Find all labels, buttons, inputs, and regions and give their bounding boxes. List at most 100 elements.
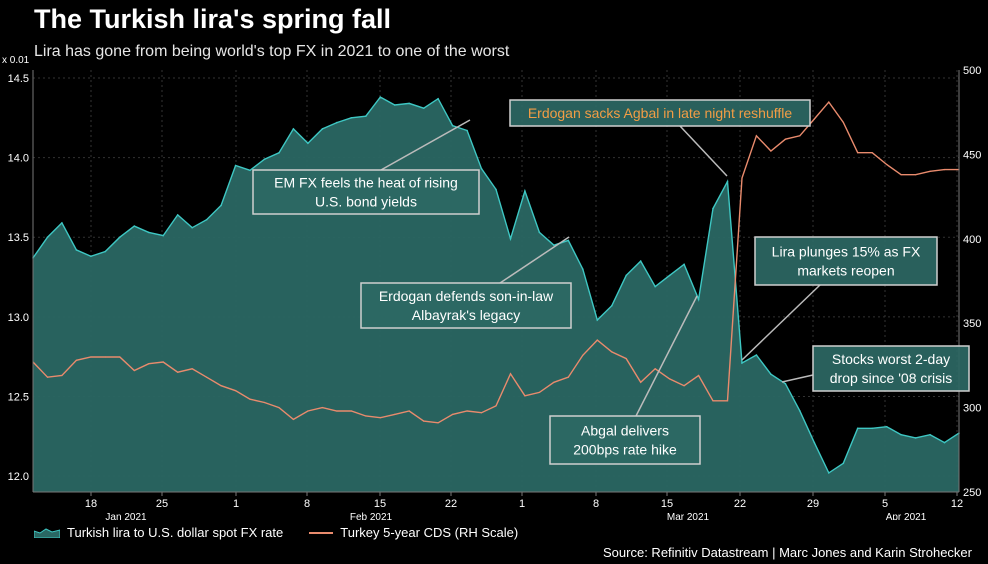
- lira-point: [813, 441, 816, 444]
- lira-point: [828, 472, 830, 474]
- lira-point: [856, 427, 859, 430]
- annotation-box: [252, 169, 480, 215]
- cds-point: [177, 371, 179, 373]
- legend-item-lira: Turkish lira to U.S. dollar spot FX rate: [34, 525, 283, 540]
- left-tick-label: 14.5: [8, 73, 29, 85]
- right-tick-label: 450: [963, 149, 981, 161]
- cds-point: [191, 368, 193, 370]
- cds-point: [350, 410, 352, 412]
- lira-point: [336, 121, 338, 124]
- cds-point: [336, 410, 338, 412]
- cds-point: [379, 417, 381, 419]
- lira-point: [365, 115, 367, 117]
- cds-point: [857, 152, 859, 154]
- lira-point: [278, 152, 280, 154]
- right-tick-label: 400: [963, 234, 981, 246]
- lira-point: [712, 207, 714, 210]
- right-tick-label: 350: [963, 318, 981, 330]
- cds-point: [480, 412, 483, 414]
- cds-point: [524, 395, 526, 397]
- annotation-text: markets reopen: [797, 263, 894, 279]
- legend-label-lira: Turkish lira to U.S. dollar spot FX rate: [67, 525, 284, 540]
- lira-point: [871, 427, 873, 430]
- cds-point: [104, 356, 106, 358]
- x-tick-label: 22: [734, 498, 746, 510]
- right-tick-label: 300: [963, 403, 981, 415]
- lira-point: [784, 382, 787, 385]
- annotation-text: Albayrak's legacy: [412, 307, 521, 323]
- cds-point: [46, 376, 49, 378]
- lira-point: [842, 462, 845, 465]
- cds-point: [567, 376, 569, 378]
- lira-point: [741, 362, 743, 364]
- lira-point: [437, 97, 439, 100]
- cds-point: [698, 374, 700, 377]
- cds-point: [119, 356, 121, 358]
- lira-point: [466, 129, 468, 132]
- cds-point: [437, 422, 439, 424]
- lira-point: [929, 433, 931, 436]
- legend-item-cds: Turkey 5-year CDS (RH Scale): [309, 525, 518, 540]
- annotation-text: Erdogan defends son-in-law: [379, 288, 554, 304]
- cds-point: [423, 420, 425, 422]
- lira-point: [234, 164, 237, 167]
- x-tick-label: 8: [593, 498, 599, 510]
- cds-point: [741, 177, 743, 179]
- cds-point: [669, 378, 671, 380]
- lira-point: [205, 218, 208, 221]
- chart-subtitle: Lira has gone from being world's top FX …: [34, 43, 510, 60]
- lira-point: [133, 225, 136, 227]
- lira-point: [263, 158, 266, 160]
- cds-point: [365, 415, 367, 417]
- x-tick-label: 8: [304, 498, 310, 510]
- lira-point: [683, 263, 685, 266]
- cds-point: [263, 401, 266, 404]
- cds-point: [307, 410, 309, 412]
- lira-point: [639, 260, 642, 262]
- lira-point: [148, 231, 150, 234]
- annotation-leader-line: [380, 119, 471, 171]
- cds-point: [755, 135, 758, 137]
- annotation-text: drop since '08 crisis: [830, 370, 953, 386]
- lira-point: [726, 180, 729, 183]
- cds-point: [712, 400, 714, 402]
- cds-point: [509, 373, 512, 375]
- annotation-text: EM FX feels the heat of rising: [274, 175, 458, 191]
- cds-point: [943, 169, 946, 171]
- cds-point: [929, 170, 931, 172]
- annotation-box: [509, 99, 811, 127]
- lira-point: [90, 255, 92, 258]
- cds-point: [235, 390, 237, 392]
- cds-point: [726, 400, 729, 402]
- lira-point: [191, 226, 193, 229]
- cds-point: [148, 363, 150, 365]
- annotation-leader-line: [635, 295, 698, 417]
- lira-point: [249, 169, 251, 172]
- cds-point: [90, 356, 92, 358]
- cds-point: [394, 413, 396, 415]
- cds-point: [278, 407, 280, 409]
- x-tick-label: 5: [882, 498, 888, 510]
- cds-point: [813, 118, 815, 120]
- x-tick-label: 15: [661, 498, 673, 510]
- cds-point: [799, 135, 801, 137]
- lira-point: [46, 236, 49, 238]
- cds-point: [408, 410, 410, 412]
- cds-point: [292, 418, 294, 420]
- lira-point: [162, 234, 164, 237]
- left-tick-label: 12.5: [8, 391, 29, 403]
- lira-point: [697, 298, 700, 301]
- lira-point: [75, 249, 78, 251]
- cds-point: [640, 381, 642, 383]
- lira-point: [567, 239, 570, 242]
- lira-point: [553, 244, 555, 246]
- annotation-box: [812, 345, 970, 392]
- cds-point: [75, 359, 77, 361]
- lira-point: [393, 104, 396, 106]
- lira-point: [292, 128, 295, 130]
- cds-point: [886, 163, 888, 166]
- lira-point: [119, 236, 121, 238]
- lira-point: [307, 142, 309, 145]
- lira-point: [914, 437, 917, 439]
- lira-point: [799, 410, 801, 412]
